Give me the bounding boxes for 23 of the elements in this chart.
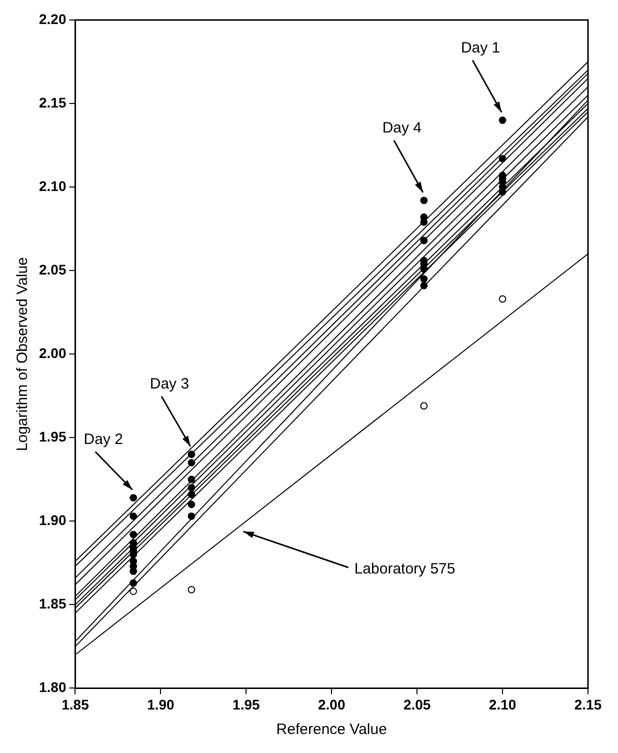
annotation: Laboratory 575	[354, 560, 456, 578]
y-tick-label: 2.15	[39, 94, 66, 110]
y-tick-label: 2.10	[39, 178, 66, 194]
y-tick-label: 2.20	[39, 10, 66, 27]
y-tick-label: 1.85	[39, 596, 66, 612]
annotation: Day 1	[460, 39, 500, 56]
annotation: Day 4	[382, 120, 422, 137]
x-tick-label: 1.95	[232, 696, 260, 712]
x-tick-label: 2.00	[318, 696, 346, 712]
y-tick-label: 2.05	[39, 261, 66, 278]
x-tick-label: 1.85	[62, 696, 90, 712]
x-axis-title: Reference Value	[276, 721, 387, 738]
annotation: Day 3	[150, 375, 190, 392]
y-tick-label: 2.00	[39, 344, 66, 361]
x-tick-label: 2.15	[574, 696, 602, 712]
y-axis-title: Logarithm of Observed Value	[14, 257, 32, 452]
x-tick-label: 2.10	[488, 696, 516, 712]
annotation: Day 2	[84, 430, 123, 448]
x-tick-label: 2.05	[403, 696, 431, 712]
y-tick-label: 1.80	[39, 679, 66, 696]
x-tick-label: 1.90	[147, 696, 175, 712]
y-tick-label: 1.90	[39, 512, 66, 528]
y-tick-label: 1.95	[39, 428, 66, 444]
